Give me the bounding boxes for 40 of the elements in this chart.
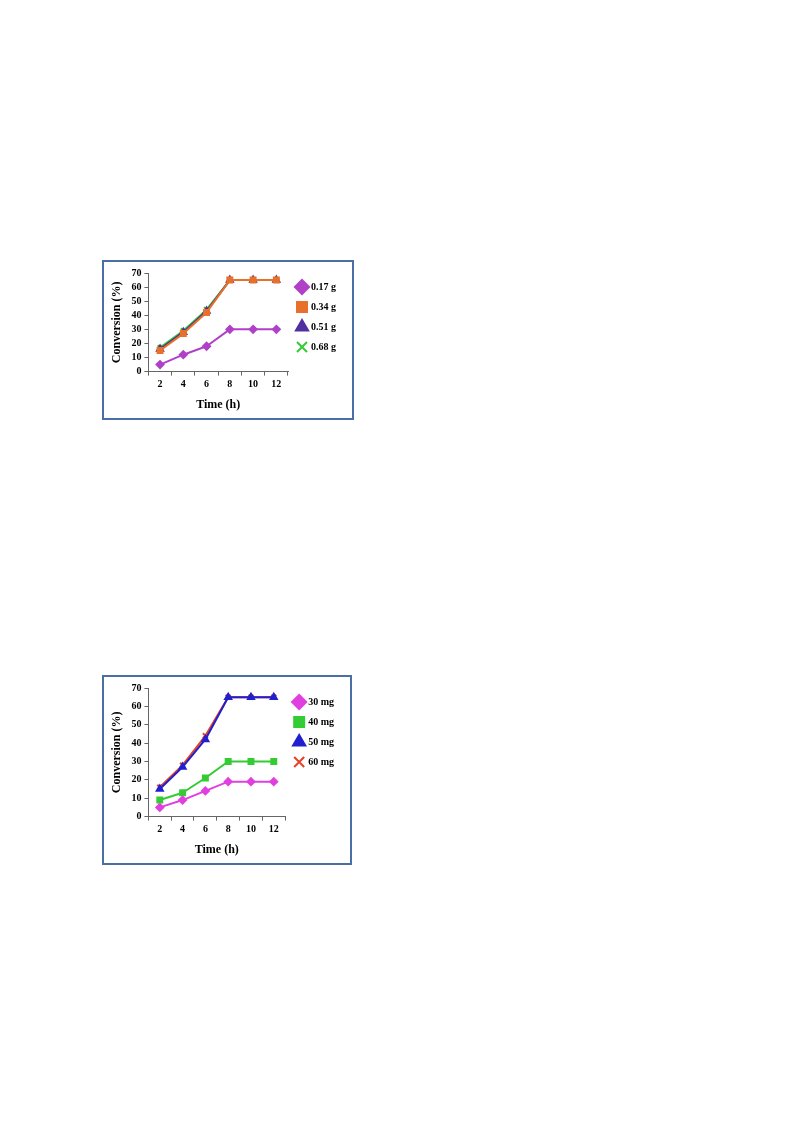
y-tick-label: 70 — [131, 681, 142, 693]
x-tick-label: 10 — [245, 823, 256, 835]
x-tick-label: 12 — [268, 823, 279, 835]
y-tick-label: 30 — [131, 755, 142, 767]
y-tick-label: 40 — [131, 736, 142, 748]
x-tick-label: 6 — [204, 378, 210, 390]
legend-label: 0.68 g — [311, 340, 336, 352]
y-tick-label: 20 — [131, 773, 142, 785]
legend-label: 30 mg — [308, 695, 335, 707]
x-axis-title: Time (h) — [196, 396, 241, 411]
x-tick-label: 4 — [180, 823, 186, 835]
y-tick-label: 10 — [131, 791, 142, 803]
x-tick-label: 12 — [271, 378, 282, 390]
y-tick-label: 10 — [131, 351, 142, 363]
x-tick-label: 8 — [225, 823, 231, 835]
y-tick-label: 20 — [131, 337, 142, 349]
x-tick-label: 6 — [202, 823, 208, 835]
y-tick-label: 60 — [131, 699, 142, 711]
y-tick-label: 0 — [136, 365, 142, 377]
y-tick-label: 30 — [131, 322, 142, 334]
y-tick-label: 50 — [131, 294, 142, 306]
y-tick-label: 0 — [136, 810, 142, 822]
legend-label: 50 mg — [308, 735, 335, 747]
x-tick-label: 10 — [248, 378, 259, 390]
legend-label: 0.51 g — [311, 320, 336, 332]
y-tick-label: 60 — [131, 280, 142, 292]
legend-label: 0.34 g — [311, 300, 336, 312]
x-tick-label: 2 — [157, 823, 163, 835]
x-axis-title: Time (h) — [194, 841, 239, 856]
y-axis-title: Conversion (%) — [109, 711, 124, 794]
y-tick-label: 40 — [131, 308, 142, 320]
y-axis-title: Conversion (%) — [109, 281, 124, 364]
y-tick-label: 70 — [131, 266, 142, 278]
legend-label: 0.17 g — [311, 280, 336, 292]
x-tick-label: 4 — [180, 378, 186, 390]
legend-label: 60 mg — [308, 755, 335, 767]
legend-label: 40 mg — [308, 715, 335, 727]
x-tick-label: 8 — [227, 378, 233, 390]
y-tick-label: 50 — [131, 718, 142, 730]
x-tick-label: 2 — [157, 378, 163, 390]
